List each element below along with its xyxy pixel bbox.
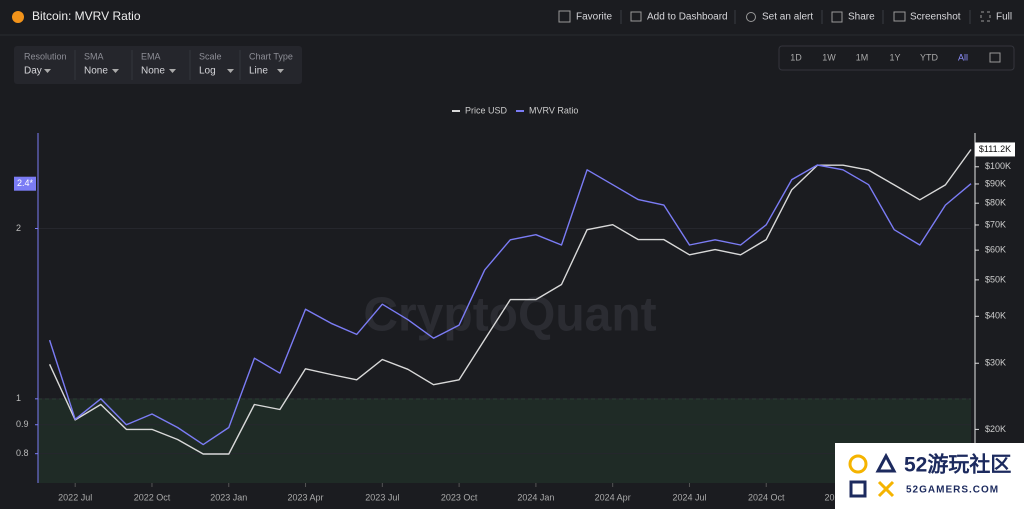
ranges: 1D 1W 1M 1Y YTD All: [790, 52, 968, 62]
range-button[interactable]: All: [958, 52, 968, 62]
y-tick-label: 0.9: [16, 419, 29, 429]
x-tick-label: 2023 Apr: [288, 492, 324, 502]
share-icon: [831, 11, 843, 23]
y2-tick-label: $20K: [985, 424, 1006, 434]
x-tick-label: 2023 Jan: [210, 492, 247, 502]
favorite-icon: [558, 10, 571, 23]
threshold-zone: [38, 398, 971, 483]
overlay-title: 52游玩社区: [904, 453, 1011, 477]
y2-tick-label: $90K: [985, 178, 1006, 188]
dropdown-caret: [112, 69, 119, 73]
control-label: Resolution: [24, 51, 67, 61]
control-label: EMA: [141, 51, 161, 61]
overlay-icon: [849, 480, 867, 498]
x-tick-label: 2024 Oct: [748, 492, 785, 502]
action-button[interactable]: Full: [996, 12, 1012, 23]
dropdown-caret: [227, 69, 234, 73]
calendar-icon[interactable]: [989, 52, 1001, 63]
control-value[interactable]: Day: [24, 66, 42, 77]
control-label: Scale: [199, 51, 222, 61]
value-label-box: [975, 142, 1015, 157]
control-label: SMA: [84, 51, 104, 61]
x-tick-label: 2022 Oct: [134, 492, 171, 502]
range-button[interactable]: YTD: [920, 52, 939, 62]
legend-label: MVRV Ratio: [529, 105, 578, 115]
dropdown-caret: [277, 69, 284, 73]
y2-tick-label: $70K: [985, 219, 1006, 229]
value-label: $111.2K: [979, 144, 1011, 154]
x-tick-label: 2024 Jan: [517, 492, 554, 502]
series-line: [48, 164, 972, 446]
range-button[interactable]: 1Y: [889, 52, 900, 62]
y2-tick-label: $50K: [985, 274, 1006, 284]
y-tick-label: 0.8: [16, 448, 29, 458]
x-tick-label: 2024 Apr: [595, 492, 631, 502]
control-value[interactable]: None: [141, 66, 165, 77]
y2-tick-label: $40K: [985, 311, 1006, 321]
control-value[interactable]: Log: [199, 66, 216, 77]
overlay-icon: [875, 452, 897, 473]
screenshot-icon: [893, 11, 906, 22]
range-panel: [778, 45, 1015, 71]
action-button[interactable]: Add to Dashboard: [647, 12, 728, 23]
control-value[interactable]: None: [84, 66, 108, 77]
alert-icon: [746, 12, 756, 22]
x-tick-label: 2023 Oct: [441, 492, 478, 502]
x-tick-label: 2023 Jul: [365, 492, 399, 502]
y2-tick-label: $100K: [985, 161, 1011, 171]
control-label: Chart Type: [249, 51, 293, 61]
chart: 0.8 0.9 1 2 $20K $30K $40K $50K $60K $70K $80K $90K…: [14, 105, 1015, 502]
dashboard-icon: [630, 11, 642, 22]
dropdown-caret: [169, 69, 176, 73]
controls: Resolution Day SMA None EMA None Scale Log Chart…: [24, 50, 293, 80]
bitcoin-icon: [12, 11, 24, 23]
value-label-box: [14, 176, 36, 191]
controls-panel: [14, 46, 302, 84]
control-value[interactable]: Line: [249, 66, 268, 77]
action-button[interactable]: Screenshot: [910, 12, 961, 23]
action-button[interactable]: Favorite: [576, 12, 613, 23]
action-button[interactable]: Set an alert: [762, 12, 813, 23]
value-label: 2.4*: [17, 178, 34, 188]
actions: Favorite Add to Dashboard Set an alert S…: [558, 10, 1012, 24]
range-button[interactable]: 1D: [790, 52, 802, 62]
full-icon: [980, 11, 991, 22]
overlay-subtitle: 52GAMERS.COM: [906, 485, 999, 496]
y2-tick-label: $60K: [985, 245, 1006, 255]
page-title: Bitcoin: MVRV Ratio: [32, 9, 141, 23]
action-button[interactable]: Share: [848, 12, 875, 23]
overlay-badge: [835, 443, 1024, 509]
range-button[interactable]: 1M: [856, 52, 869, 62]
legend-label: Price USD: [465, 105, 508, 115]
x-tick-label: 2024 Jul: [672, 492, 706, 502]
range-button[interactable]: 1W: [822, 52, 836, 62]
overlay-icon: [848, 454, 868, 474]
y-tick-label: 1: [16, 393, 21, 403]
y2-tick-label: $80K: [985, 198, 1006, 208]
dropdown-caret: [44, 69, 51, 73]
watermark: CryptoQuant: [363, 289, 656, 342]
y-tick-label: 2: [16, 223, 21, 233]
overlay-icon: [877, 480, 895, 498]
x-tick-label: 2022 Jul: [58, 492, 92, 502]
y2-tick-label: $30K: [985, 358, 1006, 368]
